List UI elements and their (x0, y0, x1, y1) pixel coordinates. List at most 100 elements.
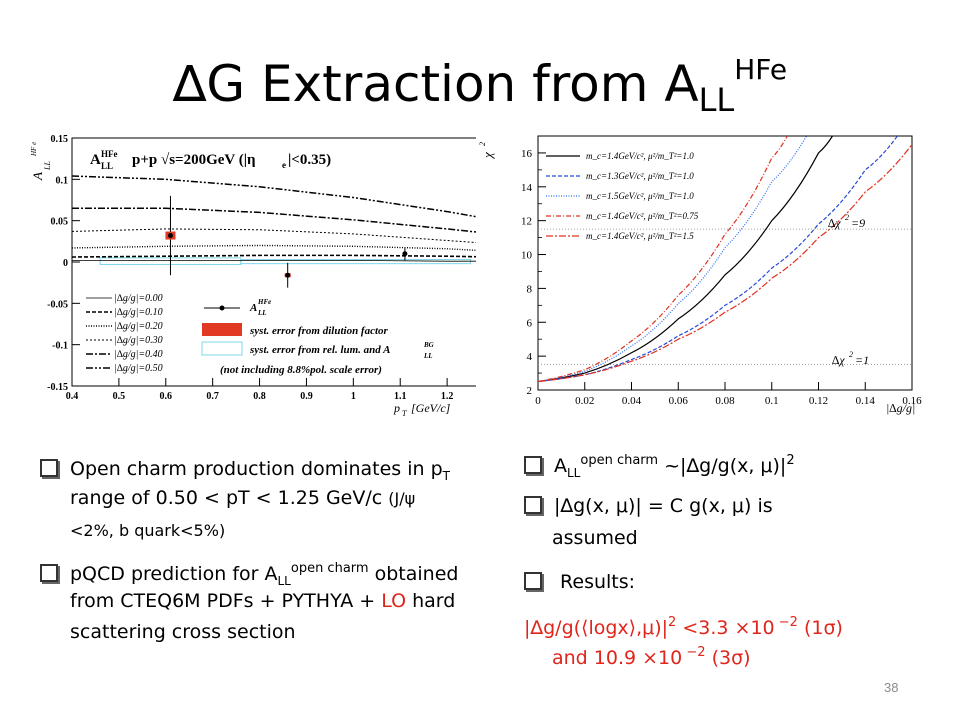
right-curve-1 (537, 135, 898, 383)
bullet2-text-b: obtained (374, 563, 459, 585)
bullet2-text-e: scattering cross section (70, 621, 296, 643)
bullet2-text-d: hard (412, 590, 456, 612)
left-y-tick-label: -0.15 (47, 382, 68, 393)
res-d-exp: −2 (682, 645, 706, 660)
left-x-tick-label: 0.6 (160, 391, 173, 402)
left-bullet-2: pQCD prediction for ALLopen charm obtain… (40, 556, 520, 594)
rbullet1-sup: open charm (580, 453, 659, 468)
right-curve-0 (537, 135, 834, 383)
right-annotation-9: ∆χ 2 =9 (828, 213, 865, 230)
left-x-axis-unit: [GeV/c] (411, 401, 451, 415)
bullet1-sub: T (442, 469, 451, 483)
left-legend-2: |∆g/g|=0.20 (114, 321, 163, 332)
left-x-tick-label: 1 (351, 391, 356, 402)
right-y-tick-label: 4 (527, 351, 533, 363)
left-y-tick-label: 0.1 (56, 175, 69, 186)
rbullet1-b: ~|∆g/g(x, μ)| (664, 455, 787, 477)
left-x-tick-label: 1.2 (441, 391, 454, 402)
right-chart: 2 4 6 8 10 12 14 16 0 0.02 0.04 0.06 0.08 0.1 0.12 0.14… (476, 128, 936, 420)
res-b: <3.3 ×10 (682, 617, 775, 639)
right-y-tick-label: 10 (521, 250, 533, 262)
right-x-tick-label: 0.06 (669, 395, 689, 407)
left-legend-data-sub: LL (257, 309, 267, 317)
left-legend-0: |∆g/g|=0.00 (114, 293, 163, 304)
res-b-exp: −2 (774, 615, 798, 630)
checkbox-bullet-icon (40, 459, 58, 477)
annot-9-text: ∆χ (828, 216, 841, 230)
title-text: ∆G Extraction from A (172, 55, 699, 113)
annot-9-sup: 2 (845, 213, 849, 222)
results-line-2: and 10.9 ×10 −2 (3σ) (552, 640, 932, 671)
rbullet1-sub: LL (567, 466, 581, 480)
left-legend-4: |∆g/g|=0.40 (114, 349, 163, 360)
left-y-tick-label: 0 (63, 258, 68, 269)
left-data-legend: A LL HFe syst. error from dilution facto… (201, 298, 434, 376)
right-legend-1: m_c=1.3GeV/c², μ²/m_T²=1.0 (586, 171, 694, 181)
res-a-exp: 2 (668, 615, 677, 630)
title-sub: LL (698, 81, 735, 119)
right-x-tick-label: 0.16 (902, 395, 922, 407)
right-x-tick-label: 0.02 (575, 395, 594, 407)
left-y-axis-label-sup: HF e (30, 142, 38, 157)
res-a: |∆g/g(⟨logx⟩,μ)| (524, 617, 669, 639)
bullet1-text-d: <2%, b quark<5%) (70, 521, 226, 540)
left-legend-5: |∆g/g|=0.50 (114, 363, 163, 374)
left-x-tick-label: 0.5 (113, 391, 126, 402)
left-legend-syst2: syst. error from rel. lum. and A (249, 344, 390, 356)
right-y-tick-label: 6 (527, 317, 533, 329)
left-curve-2 (71, 244, 495, 252)
right-legend: m_c=1.4GeV/c², μ²/m_T²=1.0 m_c=1.3GeV/c²… (546, 151, 699, 241)
left-x-tick-label: 0.9 (300, 391, 313, 402)
right-y-tick-label: 8 (527, 283, 533, 295)
left-bullet-1-cont: range of 0.50 < pT < 1.25 GeV/c (J/ψ (70, 486, 510, 511)
left-header-text: p+p √s=200GeV (|η (132, 152, 256, 168)
left-data-point (285, 272, 291, 278)
right-y-axis-label: χ (480, 152, 495, 160)
bullet2-text-a: pQCD prediction for A (70, 563, 278, 585)
left-curve-0 (72, 259, 494, 262)
left-y-tick-label: -0.1 (52, 341, 68, 352)
left-bullet-2-cont: from CTEQ6M PDFs + PYTHYA + LO hard (70, 589, 510, 614)
bullet2-sub: LL (277, 574, 291, 588)
right-y-tick-label: 12 (521, 216, 532, 228)
left-header-text-sub: e (282, 160, 286, 170)
left-bullet-1-cont2: <2%, b quark<5%) (70, 518, 225, 543)
res-c: (1σ) (803, 617, 843, 639)
rbullet1-exp: 2 (786, 453, 795, 468)
rbullet1-a: A (554, 455, 567, 477)
left-legend-syst1: syst. error from dilution factor (249, 325, 389, 337)
right-curve-4 (537, 144, 913, 383)
right-curve-2 (537, 135, 808, 383)
right-x-tick-label: 0 (535, 395, 541, 407)
left-curve-4 (72, 207, 495, 235)
left-header-a: A (90, 152, 101, 168)
left-header-a-sub: LL (101, 161, 113, 171)
annot-1-sup: 2 (849, 350, 853, 359)
checkbox-bullet-icon (40, 564, 58, 582)
left-x-axis-label: p (393, 401, 400, 415)
right-y-axis-label-sup: 2 (478, 142, 487, 146)
left-legend-3: |∆g/g|=0.30 (114, 335, 163, 346)
left-y-axis-label-sub: LL (43, 161, 52, 171)
results-line-1: |∆g/g(⟨logx⟩,μ)|2 <3.3 ×10 −2 (1σ) (524, 610, 944, 641)
left-legend-data-sup: HFe (257, 298, 271, 306)
left-curve-legend: |∆g/g|=0.00 |∆g/g|=0.10 |∆g/g|=0.20 |∆g/… (86, 293, 163, 374)
bullet2-text-c: from CTEQ6M PDFs + PYTHYA + (70, 590, 376, 612)
right-y-tick-label: 2 (527, 385, 533, 397)
res-d: and 10.9 ×10 (552, 647, 683, 669)
bullet1-text-b: range of 0.50 < pT < 1.25 GeV/c (70, 487, 383, 509)
left-bullet-1: Open charm production dominates in pT (40, 457, 510, 489)
bullet2-lo: LO (381, 590, 407, 612)
right-x-tick-label: 0.12 (809, 395, 828, 407)
right-legend-0: m_c=1.4GeV/c², μ²/m_T²=1.0 (586, 151, 694, 161)
rbullet2-a: |∆g(x, μ)| = C g(x, μ) is (554, 495, 773, 517)
right-bullet-1: ALLopen charm ~|∆g/g(x, μ)|2 (524, 448, 944, 486)
right-legend-2: m_c=1.5GeV/c², μ²/m_T²=1.0 (586, 191, 694, 201)
right-x-tick-label: 0.1 (765, 395, 779, 407)
right-bullet-2: |∆g(x, μ)| = C g(x, μ) is (524, 494, 944, 519)
checkbox-bullet-icon (524, 572, 542, 590)
checkbox-bullet-icon (524, 456, 542, 474)
rbullet3: Results: (560, 571, 636, 593)
annot-9-end: =9 (851, 216, 865, 230)
left-legend-syst2-sub: LL (423, 352, 433, 360)
